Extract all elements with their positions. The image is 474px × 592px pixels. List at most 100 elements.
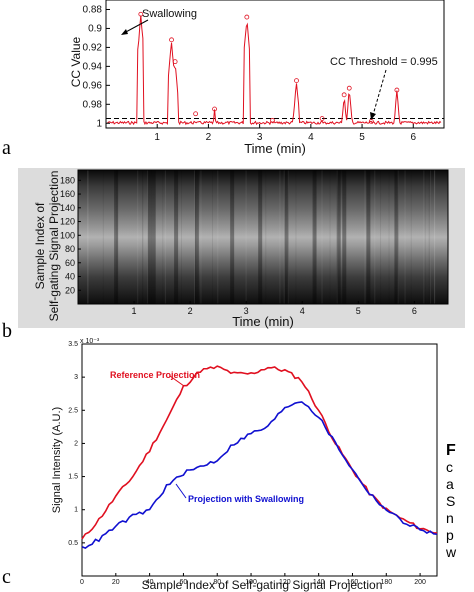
panel-c: 0.5 1 1.5 2 2.5 3 3.5 0 20 40 60 80 100 120 140 160 180… bbox=[0, 336, 474, 592]
chart-c-ylabel: Signal Intensity (A.U.) bbox=[51, 407, 63, 513]
annotation-cc-threshold: CC Threshold = 0.995 bbox=[330, 56, 438, 68]
chart-c-ytick-label: 1.5 bbox=[68, 474, 78, 481]
figure-caption-fragment: F c a S n p w bbox=[446, 442, 456, 561]
chart-b-ytick-label: 60 bbox=[65, 258, 75, 268]
heatmap-texture-line bbox=[423, 170, 425, 304]
heatmap-texture-line bbox=[321, 170, 323, 304]
heatmap-texture-line bbox=[265, 170, 267, 304]
cc-peak-marker bbox=[270, 118, 275, 123]
legend-reference-arrow bbox=[169, 375, 185, 387]
caption-line-6: p bbox=[446, 527, 454, 543]
heatmap-texture-line bbox=[434, 170, 436, 304]
chart-a-xtick-label: 4 bbox=[308, 132, 314, 143]
chart-b-ytick-label: 20 bbox=[65, 285, 75, 295]
caption-line-5: n bbox=[446, 510, 454, 526]
chart-a-ytick-label: 0.9 bbox=[88, 23, 102, 34]
legend-projection-with-swallowing: Projection with Swallowing bbox=[188, 494, 304, 504]
chart-b-ytick-label: 40 bbox=[65, 272, 75, 282]
chart-a-plot-frame bbox=[105, 0, 445, 129]
heatmap-swallow-stripe bbox=[342, 170, 347, 304]
heatmap-texture-line bbox=[217, 170, 219, 304]
chart-c-xlabel: Sample Index of Self-gating Signal Proje… bbox=[142, 578, 383, 592]
heatmap-texture-line bbox=[87, 170, 89, 304]
heatmap-texture-line bbox=[434, 170, 436, 304]
chart-b-ytick-label: 180 bbox=[60, 175, 75, 185]
heatmap-swallow-stripe bbox=[194, 170, 199, 304]
heatmap-texture-line bbox=[142, 170, 144, 304]
chart-c-ytick-label: 2 bbox=[74, 440, 78, 447]
heatmap-swallow-stripe bbox=[336, 170, 341, 304]
annotation-swallowing: Swallowing bbox=[142, 8, 197, 20]
cc-peak-marker bbox=[346, 85, 352, 91]
heatmap-texture-line bbox=[283, 170, 285, 304]
reference-projection-line bbox=[81, 365, 438, 540]
chart-c-ytick-label: 3 bbox=[74, 374, 78, 381]
chart-c-series bbox=[81, 365, 438, 549]
chart-b-xlabel: Time (min) bbox=[232, 314, 294, 329]
heatmap-texture-line bbox=[193, 170, 195, 304]
heatmap-swallow-stripe bbox=[174, 170, 179, 304]
chart-b-ytick-label: 140 bbox=[60, 203, 75, 213]
cc-peak-marker bbox=[138, 11, 144, 17]
annotation-swallowing-arrowhead bbox=[121, 29, 128, 35]
chart-a-ytick-label: 1 bbox=[96, 118, 102, 129]
chart-a-ytick-label: 0.98 bbox=[83, 99, 103, 110]
annotation-swallowing-arrow bbox=[123, 19, 149, 34]
caption-line-1: F bbox=[446, 442, 456, 459]
chart-b-yticks: 20 40 60 80 100 120 140 160 180 bbox=[60, 175, 81, 295]
chart-b-ylabel-line2: Self-gating Signal Projection bbox=[47, 171, 61, 322]
chart-b-xticks: 1 2 3 4 5 6 bbox=[132, 301, 417, 316]
chart-c: 0.5 1 1.5 2 2.5 3 3.5 0 20 40 60 80 100 120 140 160 180… bbox=[51, 338, 438, 592]
cc-peak-marker bbox=[394, 87, 400, 93]
heatmap-swallow-stripe bbox=[147, 170, 152, 304]
heatmap-texture-line bbox=[200, 170, 202, 304]
panel-label-b: b bbox=[2, 320, 12, 342]
chart-a-ylabel: CC Value bbox=[69, 36, 83, 87]
chart-a-yticks: 0.88 0.9 0.92 0.94 0.96 0.98 1 bbox=[83, 4, 110, 129]
chart-c-xticks: 0 20 40 60 80 100 120 140 160 180 200 bbox=[80, 573, 426, 586]
annotation-threshold-arrow bbox=[372, 69, 387, 116]
heatmap-texture-line bbox=[380, 170, 382, 304]
chart-a-ytick-label: 0.92 bbox=[83, 42, 103, 53]
heatmap-texture-line bbox=[430, 170, 432, 304]
panel-label-c: c bbox=[2, 566, 11, 588]
heatmap-texture-line bbox=[87, 170, 89, 304]
heatmap-texture-line bbox=[424, 170, 426, 304]
chart-c-yticks: 0.5 1 1.5 2 2.5 3 3.5 bbox=[68, 341, 85, 547]
caption-line-7: w bbox=[446, 544, 457, 560]
heatmap-texture-line bbox=[245, 170, 247, 304]
panel-b: 20 40 60 80 100 120 140 160 180 1 2 3 4 5 6 Sample In… bbox=[0, 160, 474, 345]
heatmap-stripes bbox=[87, 170, 436, 304]
heatmap-texture-line bbox=[336, 170, 338, 304]
chart-c-xtick-label: 140 bbox=[313, 579, 325, 586]
heatmap-texture-line bbox=[314, 170, 316, 304]
chart-c-xtick-label: 60 bbox=[180, 579, 188, 586]
heatmap-texture-line bbox=[211, 170, 213, 304]
chart-b-xtick-label: 4 bbox=[300, 306, 305, 316]
chart-a-xtick-label: 2 bbox=[206, 132, 212, 143]
heatmap-texture-line bbox=[295, 170, 297, 304]
heatmap-swallow-stripe bbox=[258, 170, 263, 304]
chart-b-xtick-label: 5 bbox=[356, 306, 361, 316]
chart-c-xtick-label: 80 bbox=[213, 579, 221, 586]
chart-c-xtick-label: 200 bbox=[414, 579, 426, 586]
cc-peak-marker bbox=[294, 78, 299, 83]
caption-line-4: S bbox=[446, 493, 456, 509]
heatmap-texture-line bbox=[142, 170, 144, 304]
chart-b-xtick-label: 3 bbox=[244, 306, 249, 316]
heatmap-texture-line bbox=[147, 170, 149, 304]
chart-b-ytick-label: 120 bbox=[60, 217, 75, 227]
chart-b-ytick-label: 160 bbox=[60, 189, 75, 199]
chart-c-plot-frame bbox=[81, 343, 438, 577]
heatmap-swallow-stripe bbox=[114, 170, 119, 304]
chart-c-ytick-label: 3.5 bbox=[68, 341, 78, 348]
chart-c-ytick-label: 2.5 bbox=[68, 407, 78, 414]
chart-b-plot-frame bbox=[77, 169, 449, 305]
chart-a-ytick-label: 0.88 bbox=[83, 4, 103, 15]
heatmap-swallow-stripe bbox=[284, 170, 289, 304]
legend-reference-projection: Reference Projection bbox=[110, 370, 200, 380]
chart-a-xticks: 1 2 3 4 5 6 bbox=[154, 124, 416, 143]
heatmap-texture-line bbox=[364, 170, 366, 304]
caption-line-3: a bbox=[446, 476, 454, 492]
heatmap-swallow-stripe bbox=[394, 170, 399, 304]
